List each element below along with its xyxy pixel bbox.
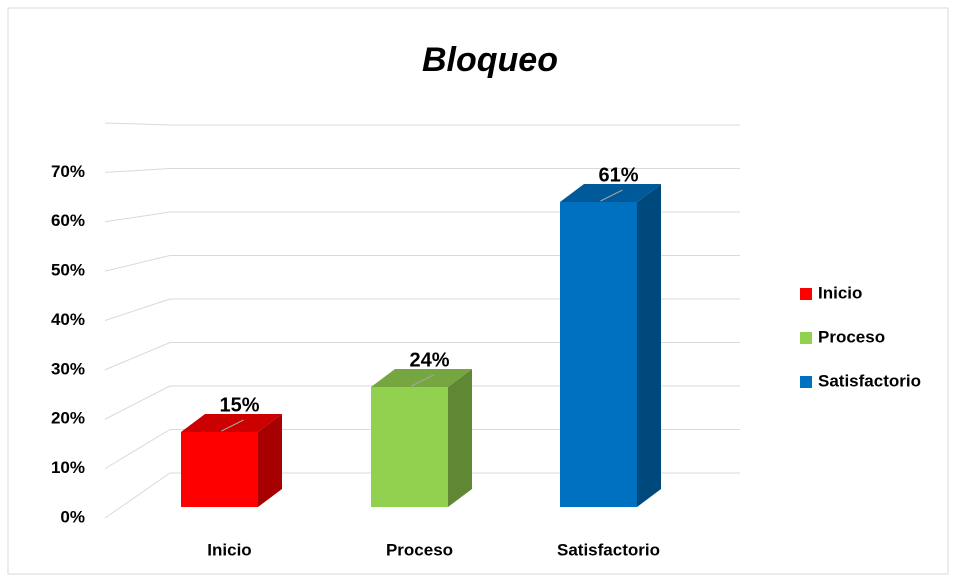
y-tick-label: 0% — [60, 507, 85, 526]
legend-swatch — [800, 288, 812, 300]
bar-top — [181, 414, 282, 432]
bar-top — [560, 184, 661, 202]
legend-label: Satisfactorio — [818, 371, 921, 390]
label-leader — [600, 189, 623, 202]
legend-swatch — [800, 332, 812, 344]
chart-title: Bloqueo — [422, 41, 558, 79]
bar-top — [371, 369, 472, 387]
y-tick-label: 70% — [51, 162, 85, 181]
bar-side — [258, 414, 282, 507]
grid-line — [104, 385, 171, 420]
chart-border — [7, 7, 949, 575]
y-tick-label: 60% — [51, 211, 85, 230]
legend-label: Proceso — [818, 327, 885, 346]
legend-swatch — [800, 376, 812, 388]
grid-line — [104, 122, 171, 126]
y-tick-label: 50% — [51, 261, 85, 280]
grid-line — [104, 429, 171, 470]
y-tick-label: 10% — [51, 458, 85, 477]
grid-line — [104, 342, 171, 371]
bar — [181, 432, 258, 507]
y-tick-label: 30% — [51, 359, 85, 378]
bar-side — [637, 184, 661, 507]
y-tick-label: 20% — [51, 409, 85, 428]
value-label: 61% — [598, 164, 638, 186]
grid-line — [104, 211, 171, 223]
grid-line — [104, 255, 171, 272]
x-tick-label: Proceso — [386, 540, 453, 559]
label-leader — [221, 419, 244, 432]
y-tick-label: 40% — [51, 310, 85, 329]
label-leader — [411, 374, 434, 387]
bar — [560, 202, 637, 507]
bar-side — [448, 369, 472, 507]
value-label: 24% — [409, 349, 449, 371]
grid-line — [104, 168, 171, 173]
x-tick-label: Satisfactorio — [557, 540, 660, 559]
grid-line — [104, 298, 171, 321]
x-tick-label: Inicio — [207, 540, 251, 559]
bar — [371, 387, 448, 507]
grid-line — [104, 472, 171, 519]
value-label: 15% — [219, 394, 259, 416]
legend-label: Inicio — [818, 283, 862, 302]
